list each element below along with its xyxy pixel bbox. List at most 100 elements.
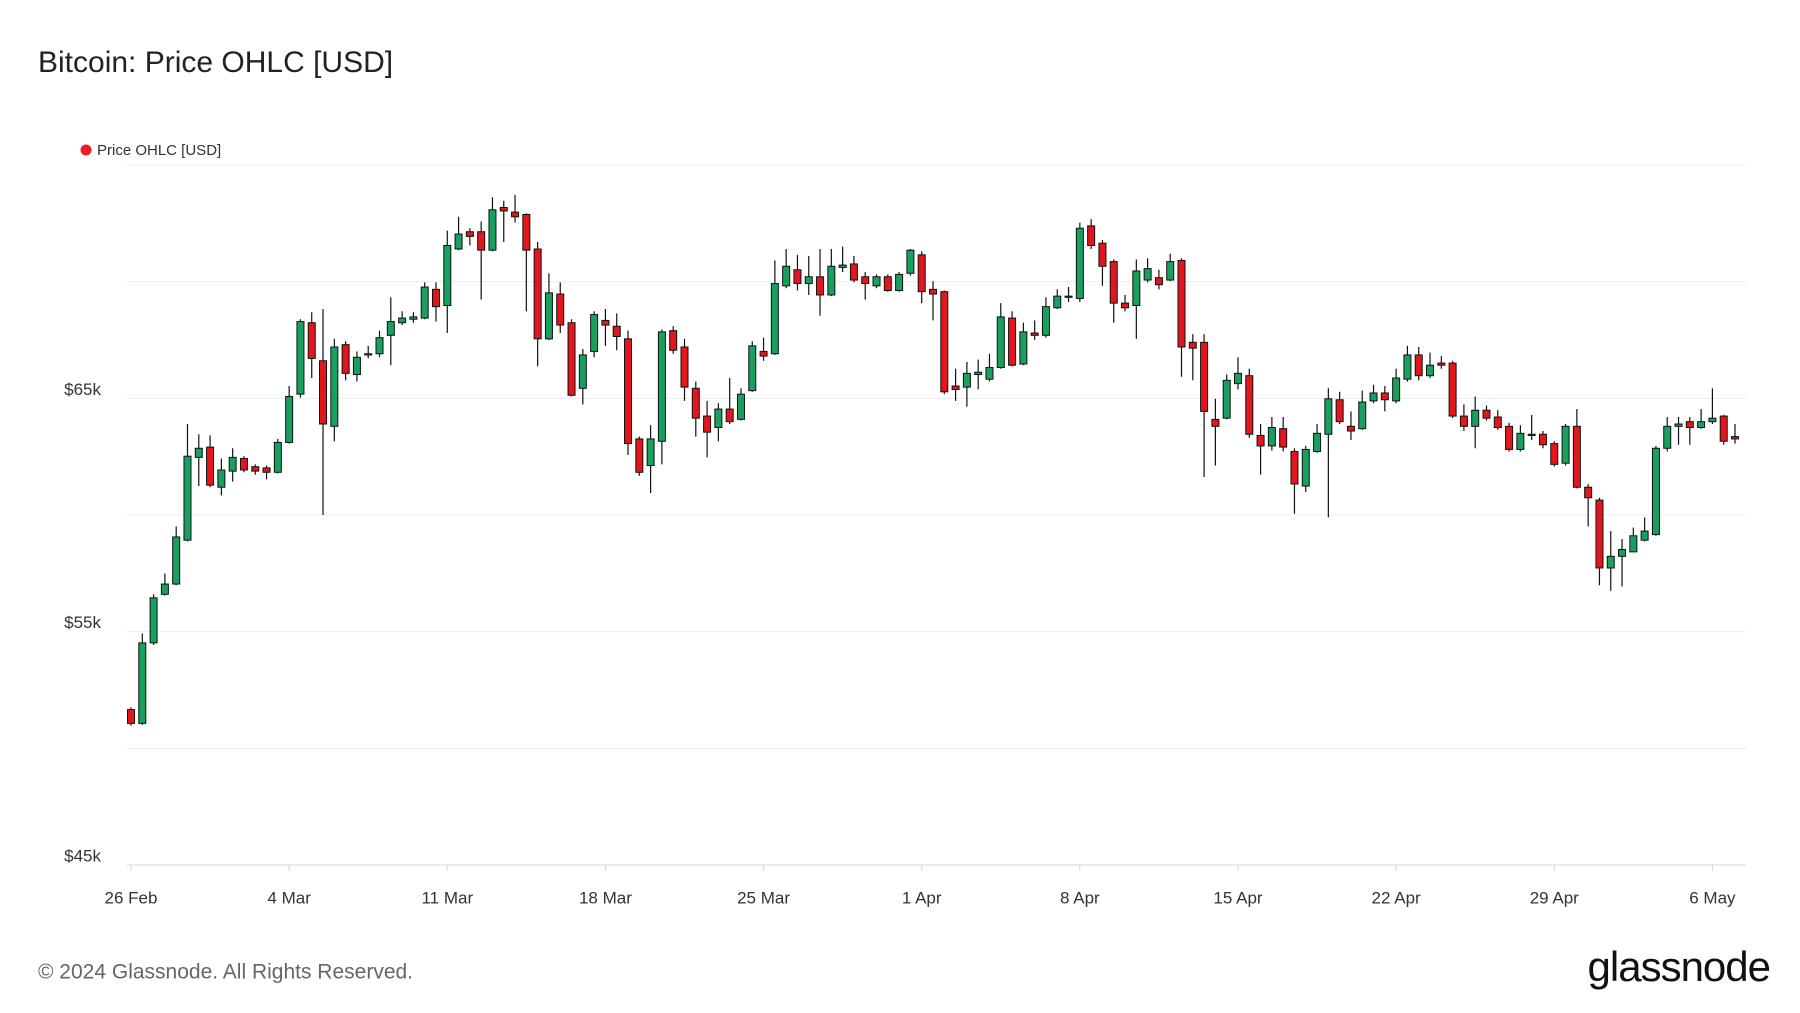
candle-body xyxy=(1437,362,1446,366)
candle-body xyxy=(1041,306,1050,336)
candle-body xyxy=(635,438,644,473)
y-tick-label: $45k xyxy=(64,846,101,865)
candle-body xyxy=(1290,451,1299,485)
candle-body xyxy=(1392,377,1401,402)
candle-body xyxy=(1471,409,1480,427)
candle-body xyxy=(951,385,960,390)
candle-body xyxy=(409,316,418,320)
candle-body xyxy=(465,231,474,237)
candle-body xyxy=(296,321,305,395)
brand-logo[interactable]: glassnode xyxy=(1588,943,1771,990)
candle-body xyxy=(883,276,892,292)
candle-body xyxy=(590,314,599,352)
candle-body xyxy=(1674,423,1683,427)
candle-body xyxy=(1121,302,1130,309)
candle-body xyxy=(1301,448,1310,487)
candle-body xyxy=(251,466,260,472)
candle-body xyxy=(511,211,520,218)
candle-body xyxy=(307,322,316,359)
candle-body xyxy=(1098,242,1107,267)
candle-body xyxy=(138,642,147,724)
candle-body xyxy=(838,264,847,268)
x-tick-label: 22 Apr xyxy=(1372,888,1421,907)
candle-body xyxy=(1505,425,1514,450)
legend-marker xyxy=(80,144,92,156)
candle-body xyxy=(940,291,949,393)
candle-body xyxy=(1200,341,1209,412)
candle-body xyxy=(239,458,248,471)
candle-body xyxy=(1346,425,1355,432)
candle-body xyxy=(1313,432,1322,453)
candle-body xyxy=(770,283,779,355)
candle-body xyxy=(1663,425,1672,449)
candle-body xyxy=(895,273,904,292)
candle-body xyxy=(1154,277,1163,286)
candle-body xyxy=(330,346,339,427)
candle-body xyxy=(454,233,463,250)
candle-body xyxy=(736,393,745,420)
x-tick-label: 6 May xyxy=(1689,888,1736,907)
candle-body xyxy=(974,371,983,376)
candle-body xyxy=(669,330,678,351)
candle-body xyxy=(1256,434,1265,447)
candle-body xyxy=(714,408,723,429)
x-tick-label: 29 Apr xyxy=(1530,888,1579,907)
y-tick-label: $65k xyxy=(64,380,101,399)
chart-title: Bitcoin: Price OHLC [USD] xyxy=(38,46,393,79)
candle-body xyxy=(1414,354,1423,377)
x-tick-label: 25 Mar xyxy=(737,888,790,907)
candle-body xyxy=(206,446,215,486)
candle-body xyxy=(319,360,328,425)
candle-body xyxy=(962,372,971,388)
candle-body xyxy=(985,367,994,380)
candle-body xyxy=(703,415,712,433)
candle-body xyxy=(1109,261,1118,304)
candle-body xyxy=(443,245,452,306)
candle-body xyxy=(782,265,791,287)
candle-body xyxy=(1708,417,1717,423)
candle-body xyxy=(1019,331,1028,365)
candle-body xyxy=(1143,268,1152,281)
candle-body xyxy=(928,288,938,295)
candle-body xyxy=(1358,401,1367,430)
candle-body xyxy=(1132,270,1141,306)
candle-body xyxy=(1324,398,1333,435)
x-tick-label: 11 Mar xyxy=(421,888,473,907)
candle-body xyxy=(1561,425,1570,464)
candle-body xyxy=(431,288,440,308)
candle-body xyxy=(1166,261,1175,281)
candle-body xyxy=(725,408,734,423)
candle-body xyxy=(646,438,655,467)
y-tick-label: $55k xyxy=(64,613,101,632)
candle-body xyxy=(759,350,768,357)
candle-body xyxy=(1572,425,1581,488)
candle-body xyxy=(420,286,429,319)
candle-body xyxy=(1651,447,1660,536)
candle-body xyxy=(194,447,203,458)
candle-body xyxy=(1369,392,1378,402)
candle-body xyxy=(1606,555,1615,569)
candle-body xyxy=(386,321,395,336)
candle-body xyxy=(1064,295,1073,298)
legend-label[interactable]: Price OHLC [USD] xyxy=(97,142,221,159)
candle-body xyxy=(183,455,192,541)
candle-body xyxy=(748,345,757,392)
candle-body xyxy=(1584,486,1593,499)
x-tick-label: 8 Apr xyxy=(1060,888,1100,907)
candle-body xyxy=(1516,432,1525,450)
candle-body xyxy=(1550,443,1559,465)
candle-body xyxy=(1053,295,1062,309)
candle-body xyxy=(1075,227,1084,299)
candle-body xyxy=(996,316,1005,369)
candle-body xyxy=(1459,415,1468,427)
candle-body xyxy=(477,231,486,251)
x-tick-label: 4 Mar xyxy=(267,888,311,907)
candle-body xyxy=(149,597,158,644)
candle-body xyxy=(1527,433,1536,436)
candle-body xyxy=(398,317,407,324)
candle-body xyxy=(341,344,350,374)
candle-body xyxy=(906,249,915,274)
candle-body xyxy=(1030,332,1039,336)
candle-body xyxy=(1403,354,1412,380)
